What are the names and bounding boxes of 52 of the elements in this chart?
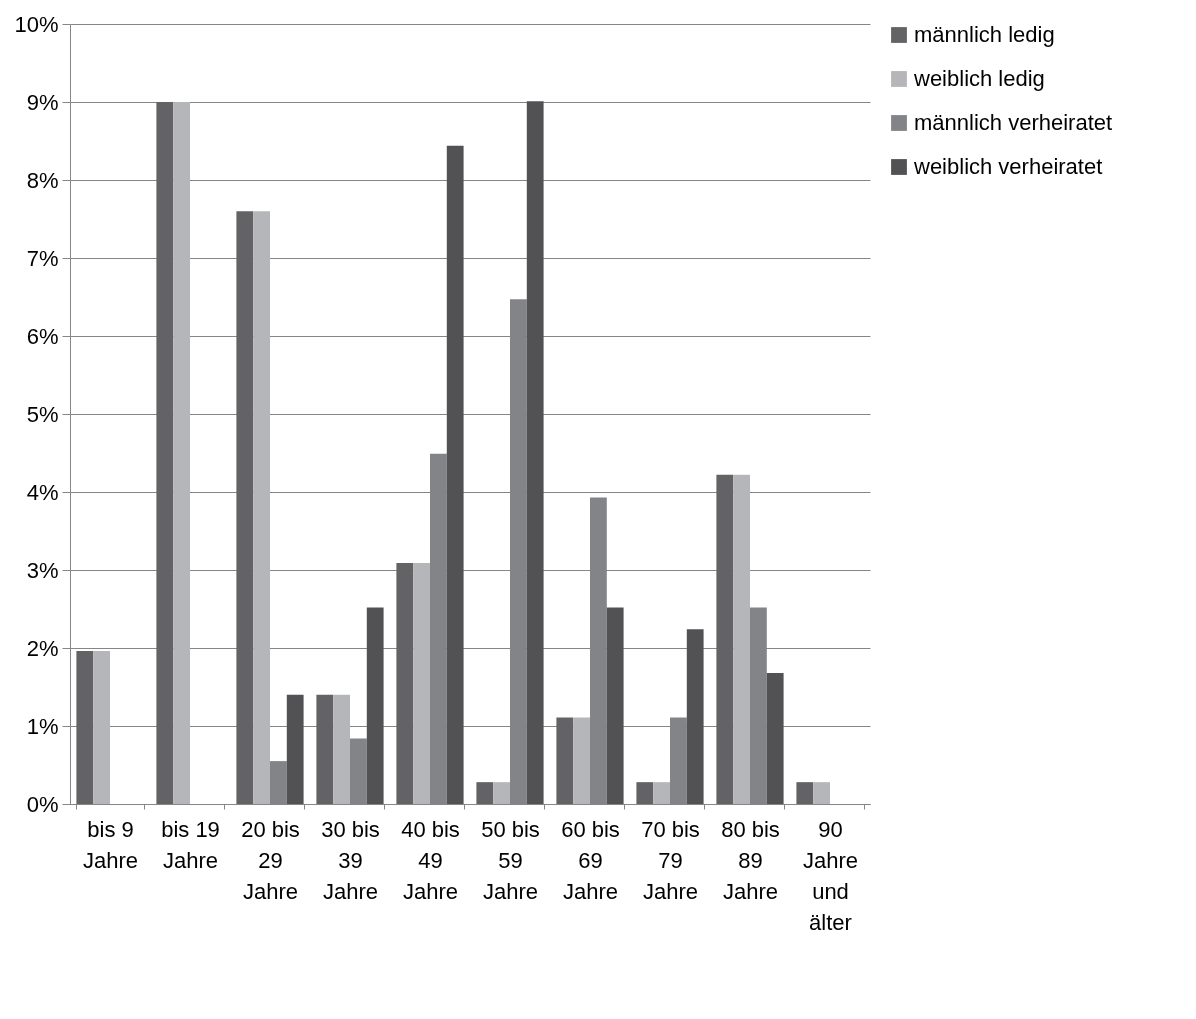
- y-tick-label: 5%: [26, 401, 59, 427]
- y-tick-label: 1%: [26, 713, 59, 739]
- legend-label: männlich ledig: [914, 22, 1055, 47]
- bar: [76, 651, 94, 804]
- x-tick-label: 40 bis 49 Jahre: [401, 816, 460, 904]
- bar: [493, 782, 510, 804]
- bar: [286, 694, 304, 804]
- bar: [766, 672, 784, 804]
- x-tick-label: 20 bis 29 Jahre: [241, 816, 300, 904]
- bar: [316, 694, 334, 804]
- x-tick-label: 60 bis 69 Jahre: [561, 816, 620, 904]
- x-tick-label: bis 9 Jahre: [82, 816, 139, 873]
- bar: [636, 782, 654, 804]
- bar: [236, 211, 254, 804]
- x-tick-label: 70 bis 79 Jahre: [641, 816, 700, 904]
- bar: [716, 474, 734, 804]
- bar: [556, 717, 574, 804]
- bar: [476, 782, 494, 804]
- bar: [653, 782, 670, 804]
- y-tick-label: 3%: [26, 557, 59, 583]
- y-tick-label: 0%: [26, 791, 59, 817]
- y-tick-label: 9%: [26, 89, 59, 115]
- bar: [156, 102, 174, 804]
- bar: [796, 782, 814, 804]
- y-tick-label: 6%: [26, 323, 59, 349]
- y-tick-label: 7%: [26, 245, 59, 271]
- bar: [446, 145, 464, 804]
- x-tick-label: 50 bis 59 Jahre: [481, 816, 540, 904]
- legend-label: weiblich verheiratet: [913, 154, 1103, 179]
- x-tick-label: 80 bis 89 Jahre: [721, 816, 780, 904]
- bar: [526, 101, 544, 804]
- bar: [413, 562, 430, 804]
- bar: [686, 629, 704, 804]
- x-tick-label: 30 bis 39 Jahre: [321, 816, 380, 904]
- x-tick-label: bis 19 Jahre: [161, 816, 220, 873]
- bar: [173, 102, 190, 804]
- legend-label: weiblich ledig: [913, 66, 1045, 91]
- x-tick-label: 90 Jahre und älter: [802, 816, 859, 935]
- bar: [366, 607, 384, 804]
- y-tick-label: 4%: [26, 479, 59, 505]
- bar: [606, 607, 624, 804]
- bar: [396, 562, 414, 804]
- bar: [93, 651, 110, 804]
- y-tick-label: 10%: [14, 11, 59, 37]
- y-tick-label: 2%: [26, 635, 59, 661]
- bar: [333, 694, 350, 804]
- bar: [253, 211, 270, 804]
- legend-label: männlich verheiratet: [914, 110, 1113, 135]
- y-tick-label: 8%: [26, 167, 59, 193]
- bar: [733, 474, 750, 804]
- bar: [573, 717, 590, 804]
- bar: [813, 782, 830, 804]
